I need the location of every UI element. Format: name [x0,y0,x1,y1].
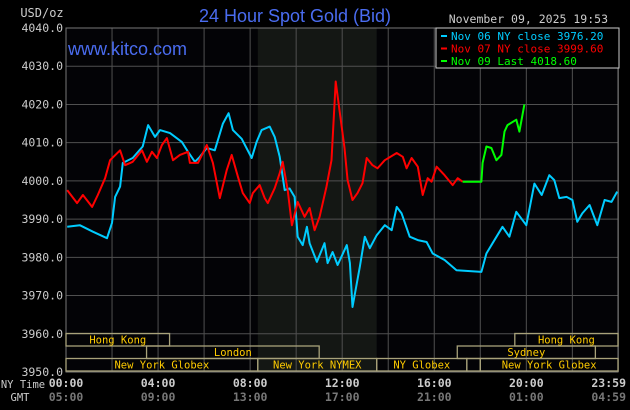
y-tick-label: 4030.0 [21,59,63,73]
shaded-region [257,28,377,372]
y-tick-label: 3980.0 [21,250,63,264]
series-line-3 [462,104,526,183]
y-tick-label: 4000.0 [21,174,63,188]
unit-label: USD/oz [20,6,63,20]
nymex-shaded-region [257,28,377,372]
x-tick-label-gmt: 04:59 [591,390,626,404]
x-tick-label-gmt: 13:00 [233,390,268,404]
session-label: Hong Kong [89,335,146,347]
y-axis-labels: 4040.0 4030.0 4020.0 4010.0 4000.0 3990.0 3980… [21,21,63,379]
x-tick-label-ny: 04:00 [141,376,176,390]
y-tick-label: 4010.0 [21,136,63,150]
x-tick-label-ny: 20:00 [509,376,544,390]
y-tick-label: 4040.0 [21,21,63,35]
x-tick-label-gmt: 09:00 [141,390,176,404]
gmt-axis-label: GMT [11,392,31,404]
ny-time-axis-label: NY Time [1,379,45,391]
x-tick-label-gmt: 21:00 [417,390,452,404]
session-box [479,357,619,372]
session-label: London [214,347,252,359]
legend-item: Nov 06 NY close 3976.20 [451,30,603,43]
x-tick-label-ny: 23:59 [591,376,626,390]
session-label: Sydney [507,347,545,359]
y-tick-label: 3990.0 [21,212,63,226]
plot-frame [65,27,619,373]
datetime-stamp: November 09, 2025 19:53 [449,12,608,26]
session-box [65,332,171,347]
x-tick-label-ny: 08:00 [233,376,268,390]
chart-title: 24 Hour Spot Gold (Bid) [199,6,391,26]
gridlines [65,27,619,373]
series-line-1 [67,112,619,308]
session-label: New York NYMEX [273,360,362,372]
y-tick-label: 3970.0 [21,289,63,303]
kitco-watermark: www.kitco.com [67,39,187,59]
y-tick-label: 4020.0 [21,97,63,111]
x-tick-label-gmt: 01:00 [509,390,544,404]
x-tick-label-ny: 12:00 [325,376,360,390]
legend-item: Nov 07 NY close 3999.60 [451,43,603,56]
x-tick-label-gmt: 17:00 [325,390,360,404]
session-label: Hong Kong [538,335,595,347]
session-label: New York Globex [114,360,209,372]
y-tick-label: 3960.0 [21,327,63,341]
series-lines [66,80,619,308]
series-line-2 [66,80,464,232]
x-tick-label-ny: 00:00 [49,376,84,390]
y-tick-label: 3950.0 [21,365,63,379]
session-label: NY Globex [393,360,450,372]
legend-box [435,27,620,69]
legend-item: Nov 09 Last 4018.60 [451,55,577,68]
x-tick-label-ny: 16:00 [417,376,452,390]
session-label: New York Globex [502,360,597,372]
x-tick-label-gmt: 05:00 [49,390,84,404]
